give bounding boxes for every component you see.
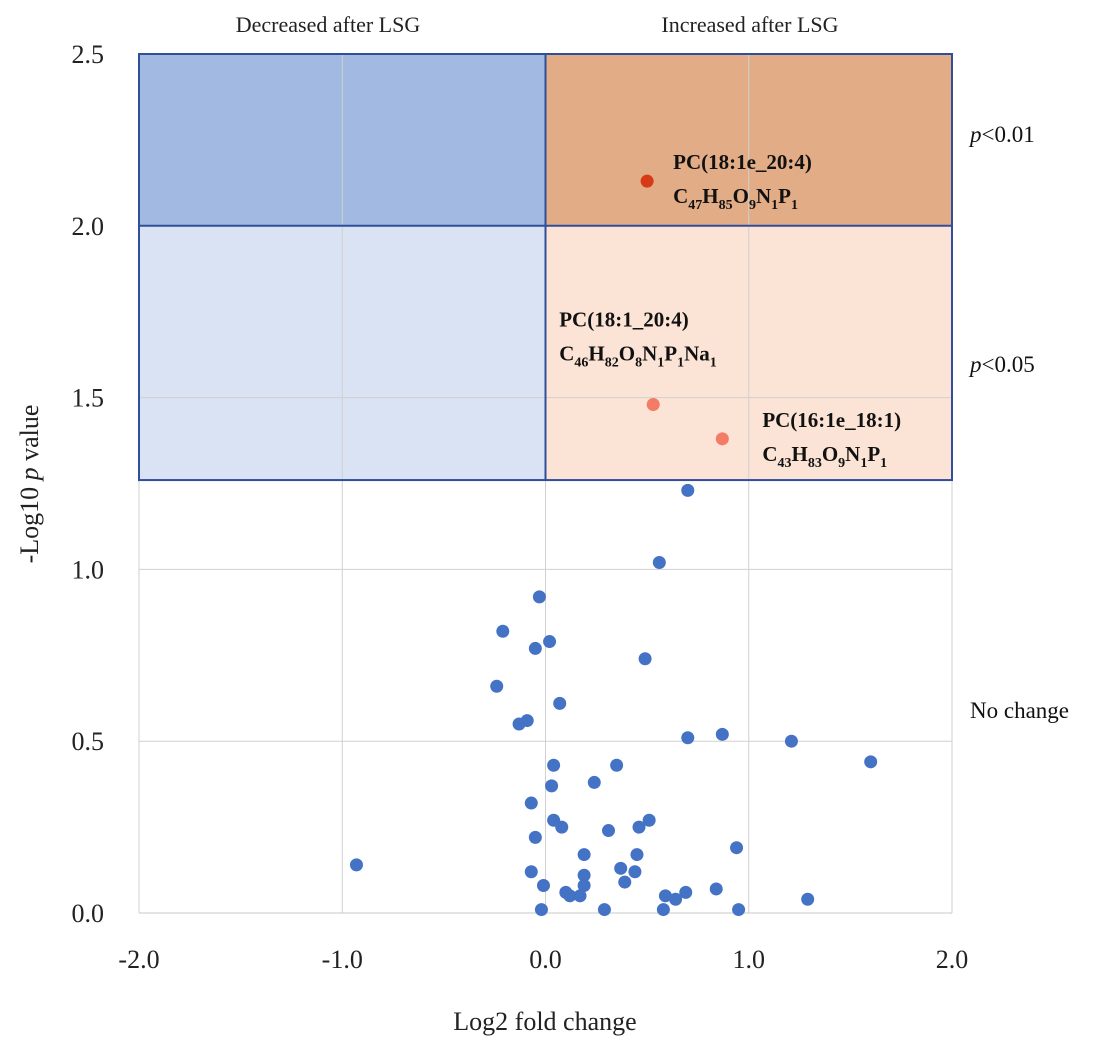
data-point (732, 903, 746, 917)
data-point (628, 865, 642, 879)
region-label-decreased: Decreased after LSG (236, 12, 421, 37)
data-point (658, 889, 672, 903)
data-point (545, 779, 559, 793)
data-point (638, 652, 652, 666)
data-point (528, 830, 542, 844)
data-point (597, 903, 611, 917)
data-point (630, 848, 644, 862)
data-point (679, 885, 693, 899)
y-tick-label: 0.0 (72, 899, 105, 928)
data-point (652, 556, 666, 570)
x-tick-label: 2.0 (936, 945, 969, 974)
y-axis-title-p: p (15, 467, 44, 482)
data-point (547, 758, 561, 772)
y-tick-label: 1.0 (72, 555, 105, 584)
data-point (681, 483, 695, 497)
y-tick-label: 0.5 (72, 727, 105, 756)
data-point (534, 903, 548, 917)
lipid-formula-label: C47H85O9N1P1 (673, 184, 798, 213)
data-point (864, 755, 878, 769)
x-tick-label: -2.0 (118, 945, 159, 974)
data-point (784, 734, 798, 748)
data-point (543, 635, 557, 649)
highlighted-point (715, 432, 729, 446)
highlighted-point (640, 174, 654, 188)
data-point (801, 892, 815, 906)
lipid-formula-label: C43H83O9N1P1 (762, 442, 887, 471)
data-point (496, 624, 510, 638)
y-tick-label: 2.0 (72, 212, 105, 241)
x-tick-label: 1.0 (733, 945, 766, 974)
data-point (587, 775, 601, 789)
data-point (618, 875, 632, 889)
data-point (512, 717, 526, 731)
axis-labels: p<0.01 p<0.05 No change -2.0 -1.0 0.0 1.0 2.0 0.… (72, 40, 1070, 974)
lipid-name-label: PC(16:1e_18:1) (762, 408, 901, 432)
data-point (610, 758, 624, 772)
data-point (528, 641, 542, 655)
region-label-increased: Increased after LSG (661, 12, 838, 37)
data-point (490, 679, 504, 693)
data-point (349, 858, 363, 872)
data-point (532, 590, 546, 604)
zone-label--0-05: p<0.05 (968, 352, 1035, 377)
y-axis-title: -Log10 p value (15, 405, 44, 564)
data-point (573, 889, 587, 903)
data-point (524, 796, 538, 810)
x-axis-title: Log2 fold change (453, 1007, 636, 1036)
zone-label-no-change: No change (970, 698, 1069, 723)
data-point (642, 813, 656, 827)
data-point (669, 892, 683, 906)
x-tick-label: -1.0 (322, 945, 363, 974)
lipid-name-label: PC(18:1e_20:4) (673, 150, 812, 174)
data-point (715, 727, 729, 741)
data-point (524, 865, 538, 879)
zone-label--0-01: p<0.01 (968, 122, 1035, 147)
data-point (577, 879, 591, 893)
highlighted-point (646, 397, 660, 411)
y-axis-title-suffix: value (15, 405, 44, 468)
data-point (602, 824, 616, 838)
data-point (730, 841, 744, 855)
data-points (349, 483, 878, 917)
data-point (681, 731, 695, 745)
data-point (709, 882, 723, 896)
x-tick-label: 0.0 (529, 945, 562, 974)
lipid-name-label: PC(18:1_20:4) (559, 307, 688, 331)
data-point (632, 820, 646, 834)
y-tick-label: 1.5 (72, 384, 105, 413)
data-point (656, 903, 670, 917)
lipid-formula-label: C46H82O8N1P1Na1 (559, 341, 717, 370)
data-point (555, 820, 569, 834)
highlighted-points: PC(18:1e_20:4) C47H85O9N1P1 PC(18:1_20:4) C… (559, 150, 901, 471)
data-point (614, 861, 628, 875)
data-point (577, 848, 591, 862)
data-point (577, 868, 591, 882)
y-axis-title-prefix: -Log10 (15, 480, 44, 563)
data-point (563, 889, 577, 903)
data-point (553, 696, 567, 710)
y-tick-label: 2.5 (72, 40, 105, 69)
data-point (536, 879, 550, 893)
